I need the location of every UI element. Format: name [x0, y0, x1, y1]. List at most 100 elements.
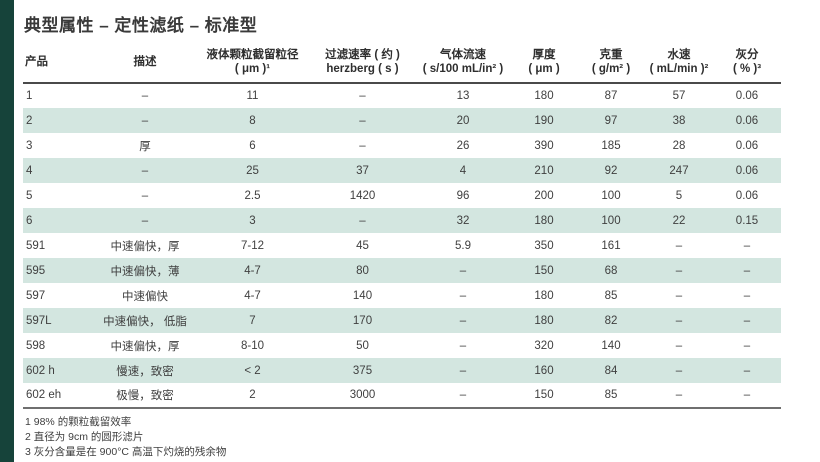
cell-product: 598	[26, 339, 46, 352]
table-row: 595 中速偏快，薄 4-7 80 – 150 68 – –	[23, 258, 781, 283]
table-row: 2 – 8 – 20 190 97 38 0.06	[23, 108, 781, 133]
cell-air-flow-rate: –	[459, 364, 467, 377]
cell-thickness: 180	[534, 314, 554, 327]
cell-ash-content: 0.15	[735, 214, 759, 227]
table-row: 3 厚 6 – 26 390 185 28 0.06	[23, 133, 781, 158]
cell-particle-retention: 7	[249, 314, 256, 327]
cell-filtration-speed: 45	[356, 239, 369, 252]
cell-particle-retention: 25	[246, 164, 259, 177]
footnote: 2 直径为 9cm 的圆形滤片	[25, 431, 144, 443]
cell-product: 6	[26, 214, 33, 227]
cell-filtration-speed: –	[359, 139, 366, 152]
footnotes: 1 98% 的颗粒截留效率 2 直径为 9cm 的圆形滤片 3 灰分含量是在 900…	[23, 415, 783, 460]
cell-product: 595	[26, 264, 46, 277]
cell-particle-retention: 7-12	[240, 239, 265, 252]
cell-description: 中速偏快，厚	[110, 340, 180, 353]
cell-product: 591	[26, 239, 46, 252]
table-row: 1 – 11 – 13 180 87 57 0.06	[23, 83, 781, 108]
cell-ash-content: –	[743, 339, 751, 352]
column-header-filtration-speed: 过滤速率 ( 约 ) herzberg ( s )	[310, 44, 415, 84]
cell-filtration-speed: –	[359, 90, 366, 102]
column-header-air-flow-rate: 气体流速( s/100 mL/in² )	[415, 44, 511, 84]
cell-air-flow-rate: 96	[456, 189, 470, 202]
column-header-description: 描述	[95, 44, 195, 84]
cell-thickness: 210	[534, 164, 554, 177]
cell-description: –	[141, 164, 149, 177]
cell-filtration-speed: 140	[352, 289, 373, 302]
cell-water-speed: –	[675, 389, 683, 401]
cell-product: 3	[26, 139, 33, 152]
cell-water-speed: 247	[669, 164, 689, 177]
cell-water-speed: –	[675, 239, 683, 252]
cell-filtration-speed: 37	[356, 164, 369, 177]
footnote: 1 98% 的颗粒截留效率	[25, 416, 132, 428]
cell-basis-weight: 92	[604, 164, 618, 177]
cell-filtration-speed: 80	[356, 264, 369, 277]
column-header-particle-retention: 液体颗粒截留粒径( μm )¹	[195, 44, 310, 84]
table-row: 4 – 25 37 4 210 92 247 0.06	[23, 158, 781, 183]
cell-ash-content: –	[743, 364, 751, 377]
column-header-water-speed: 水速( mL/min )²	[645, 44, 713, 84]
cell-product: 1	[26, 90, 33, 102]
cell-description: 慢速，致密	[116, 365, 174, 378]
cell-thickness: 200	[534, 189, 554, 202]
cell-product: 5	[26, 189, 33, 202]
cell-filtration-speed: 50	[356, 339, 369, 352]
datasheet-content: 典型属性 – 定性滤纸 – 标准型 产品 描述 液体颗粒截留粒径( μm )¹ 过滤速…	[23, 0, 783, 460]
cell-basis-weight: 87	[604, 90, 618, 102]
cell-air-flow-rate: –	[459, 389, 467, 401]
cell-air-flow-rate: 13	[456, 90, 470, 102]
cell-ash-content: –	[743, 389, 751, 401]
cell-description: 中速偏快，薄	[110, 265, 180, 278]
table-body: 1–11–13 180 87 57 0.06 2–8–20 190 97 38 0.06 3 厚 6–2…	[23, 83, 781, 408]
table-row: 6 – 3 – 32 180 100 22 0.15	[23, 208, 781, 233]
cell-ash-content: 0.06	[735, 114, 759, 127]
cell-filtration-speed: 170	[352, 314, 373, 327]
cell-description: 中速偏快， 低脂	[103, 315, 187, 328]
table-row: 598 中速偏快，厚 8-10 50 – 320 140 – –	[23, 333, 781, 358]
cell-filtration-speed: 3000	[349, 389, 376, 401]
cell-filtration-speed: 375	[352, 364, 373, 377]
table-row: 5 – 2.5 1420 96 200 100 5 0.06	[23, 183, 781, 208]
cell-water-speed: 38	[672, 114, 686, 127]
cell-ash-content: –	[743, 289, 751, 302]
cell-ash-content: –	[743, 314, 751, 327]
cell-description: –	[141, 189, 149, 202]
cell-thickness: 320	[534, 339, 554, 352]
cell-basis-weight: 140	[601, 339, 621, 352]
cell-particle-retention: < 2	[244, 364, 261, 377]
cell-particle-retention: 4-7	[244, 264, 261, 277]
cell-air-flow-rate: –	[459, 264, 467, 277]
cell-description: 极慢，致密	[116, 390, 174, 402]
cell-ash-content: 0.06	[735, 164, 759, 177]
properties-table: 产品 描述 液体颗粒截留粒径( μm )¹ 过滤速率 ( 约 ) herzberg ( …	[23, 44, 781, 409]
cell-thickness: 180	[534, 90, 554, 102]
cell-particle-retention: 2.5	[244, 189, 261, 202]
cell-product: 597	[26, 289, 46, 302]
cell-ash-content: –	[743, 264, 751, 277]
cell-particle-retention: 3	[249, 214, 256, 227]
cell-basis-weight: 100	[601, 189, 621, 202]
cell-description: –	[141, 114, 149, 127]
footnote: 3 灰分含量是在 900°C 高温下灼烧的残余物	[25, 446, 227, 458]
cell-air-flow-rate: 4	[459, 164, 467, 177]
cell-thickness: 180	[534, 289, 554, 302]
table-row: 597L 中速偏快， 低脂 7 170 – 180 82 – –	[23, 308, 781, 333]
cell-particle-retention: 2	[249, 389, 256, 401]
cell-air-flow-rate: 26	[456, 139, 470, 152]
table-row: 591 中速偏快，厚 7-12 45 5.9 350 161 – –	[23, 233, 781, 258]
table-row: 602 eh 极慢，致密 2 3000 – 150 85 – –	[23, 383, 781, 408]
cell-water-speed: –	[675, 364, 683, 377]
cell-basis-weight: 85	[604, 289, 618, 302]
cell-air-flow-rate: –	[459, 314, 467, 327]
cell-thickness: 150	[534, 264, 554, 277]
cell-product: 602 eh	[26, 389, 62, 401]
cell-water-speed: 22	[672, 214, 686, 227]
cell-thickness: 180	[534, 214, 554, 227]
cell-thickness: 150	[534, 389, 554, 401]
cell-filtration-speed: 1420	[349, 189, 376, 202]
cell-basis-weight: 100	[601, 214, 621, 227]
cell-product: 4	[26, 164, 33, 177]
cell-basis-weight: 84	[604, 364, 618, 377]
cell-particle-retention: 8	[249, 114, 256, 127]
